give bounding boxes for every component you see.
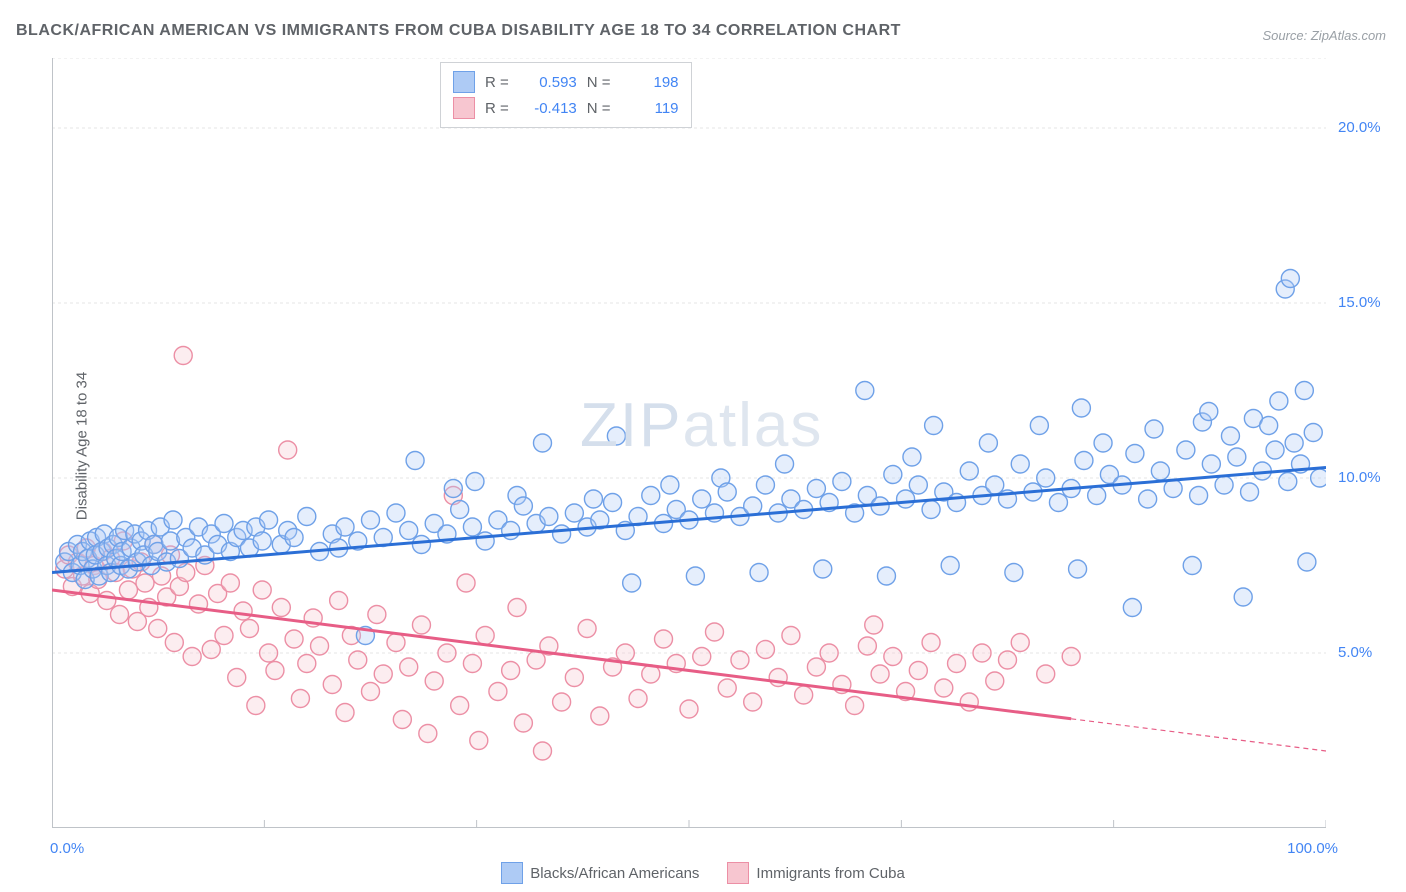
legend-label-pink: Immigrants from Cuba bbox=[756, 865, 904, 882]
stats-r-label: R = bbox=[485, 74, 509, 91]
legend-label-blue: Blacks/African Americans bbox=[530, 865, 699, 882]
legend-bottom: Blacks/African Americans Immigrants from… bbox=[0, 862, 1406, 884]
stats-n-value-pink: 119 bbox=[621, 100, 679, 117]
stats-n-label: N = bbox=[587, 100, 611, 117]
stats-row-pink: R = -0.413 N = 119 bbox=[453, 95, 679, 121]
legend-item-blue: Blacks/African Americans bbox=[501, 862, 699, 884]
legend-swatch-blue bbox=[501, 862, 523, 884]
x-tick-label: 0.0% bbox=[50, 840, 84, 857]
y-tick-label: 15.0% bbox=[1338, 294, 1381, 311]
legend-item-pink: Immigrants from Cuba bbox=[727, 862, 904, 884]
source-label: Source: ZipAtlas.com bbox=[1262, 28, 1386, 43]
stats-swatch-pink bbox=[453, 97, 475, 119]
stats-r-label: R = bbox=[485, 100, 509, 117]
x-tick-label: 100.0% bbox=[1287, 840, 1338, 857]
stats-r-value-blue: 0.593 bbox=[519, 74, 577, 91]
y-tick-label: 10.0% bbox=[1338, 469, 1381, 486]
stats-legend-box: R = 0.593 N = 198 R = -0.413 N = 119 bbox=[440, 62, 692, 128]
stats-n-value-blue: 198 bbox=[621, 74, 679, 91]
legend-swatch-pink bbox=[727, 862, 749, 884]
stats-n-label: N = bbox=[587, 74, 611, 91]
chart-title: BLACK/AFRICAN AMERICAN VS IMMIGRANTS FRO… bbox=[16, 22, 901, 40]
y-tick-label: 5.0% bbox=[1338, 644, 1372, 661]
stats-swatch-blue bbox=[453, 71, 475, 93]
scatter-plot bbox=[52, 58, 1326, 828]
stats-r-value-pink: -0.413 bbox=[519, 100, 577, 117]
stats-row-blue: R = 0.593 N = 198 bbox=[453, 69, 679, 95]
y-tick-label: 20.0% bbox=[1338, 119, 1381, 136]
